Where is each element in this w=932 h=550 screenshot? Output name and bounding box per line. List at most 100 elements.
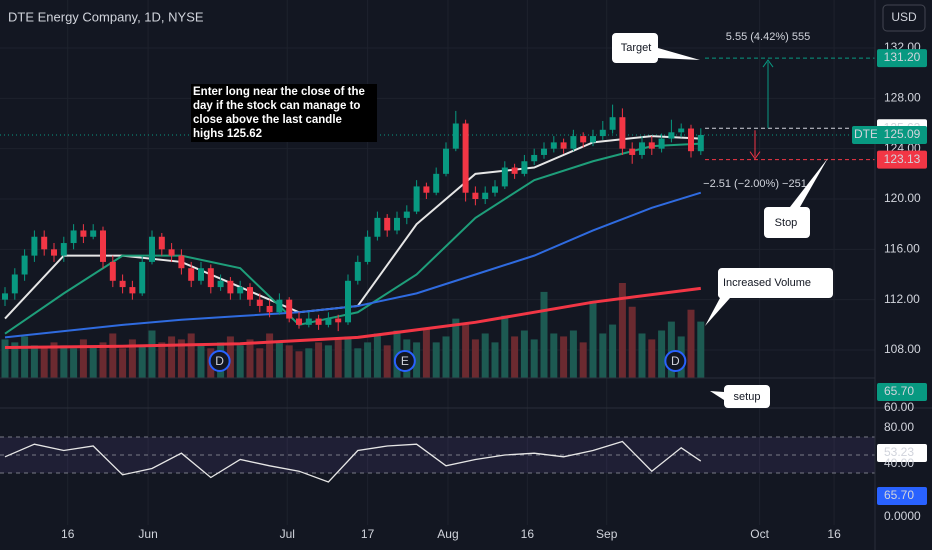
symbol-box bbox=[852, 125, 880, 144]
volume-bar bbox=[30, 345, 38, 378]
volume-bar bbox=[481, 333, 489, 378]
volume-bar bbox=[422, 327, 430, 378]
candle-body bbox=[688, 128, 694, 152]
y-tick-label: 108.00 bbox=[884, 342, 921, 356]
x-tick-label: 16 bbox=[521, 527, 535, 541]
x-tick-label: 16 bbox=[827, 527, 841, 541]
candle-body bbox=[413, 186, 420, 212]
callout-text: Target bbox=[621, 42, 652, 54]
callout-stop: Stop bbox=[764, 158, 828, 238]
volume-bar bbox=[119, 348, 127, 378]
candle-body bbox=[678, 128, 685, 133]
x-tick-label: Jun bbox=[138, 527, 157, 541]
volume-bar bbox=[383, 345, 391, 378]
candle-body bbox=[394, 217, 400, 231]
candle-body bbox=[168, 249, 175, 256]
event-label: D bbox=[215, 354, 224, 368]
candle-body bbox=[325, 318, 332, 325]
candle-body bbox=[70, 230, 77, 244]
volume-bar bbox=[168, 336, 176, 378]
candle-body bbox=[129, 287, 136, 294]
indicator-label-box bbox=[877, 383, 927, 401]
candle-body bbox=[90, 230, 97, 237]
candle-body bbox=[619, 117, 626, 149]
volume-bar bbox=[599, 333, 607, 378]
candle-body bbox=[550, 142, 557, 149]
volume-bar bbox=[1, 339, 9, 378]
candle-body bbox=[149, 236, 155, 262]
volume-bar bbox=[246, 339, 254, 378]
candle-body bbox=[423, 186, 430, 193]
stop-measure: −2.51 (−2.00%) −251 bbox=[703, 178, 807, 190]
candle-body bbox=[472, 192, 479, 199]
y-tick-label: 116.00 bbox=[884, 242, 920, 256]
candle-body bbox=[580, 136, 587, 143]
volume-bar bbox=[354, 348, 362, 378]
candle-body bbox=[217, 280, 224, 288]
candle-body bbox=[60, 243, 67, 256]
chart-title: DTE Energy Company, 1D, NYSE bbox=[8, 9, 204, 24]
target-measure: 5.55 (4.42%) 555 bbox=[726, 31, 810, 43]
volume-bar bbox=[21, 336, 29, 378]
volume-bar bbox=[364, 342, 372, 378]
volume-bar bbox=[560, 336, 568, 378]
currency[interactable]: USD bbox=[891, 10, 917, 24]
volume-bar bbox=[589, 300, 597, 378]
volume-bar bbox=[305, 348, 313, 378]
volume-bar bbox=[109, 333, 117, 378]
callout-setup: setup bbox=[710, 385, 770, 408]
volume-bar bbox=[442, 336, 450, 378]
volume-bar bbox=[187, 333, 195, 378]
candle-body bbox=[492, 186, 498, 193]
last-price-label: 125.09 bbox=[884, 127, 921, 141]
volume-bar bbox=[128, 339, 136, 378]
price-label: 131.20 bbox=[884, 50, 921, 64]
volume-bar bbox=[667, 321, 675, 378]
candle-body bbox=[599, 129, 606, 137]
candle-body bbox=[501, 167, 508, 187]
callout-box bbox=[705, 268, 833, 326]
candle-body bbox=[345, 280, 351, 323]
volume-bar bbox=[579, 342, 587, 378]
last-price-box bbox=[877, 125, 927, 144]
candle-body bbox=[41, 236, 48, 250]
volume-bar bbox=[60, 345, 68, 378]
indicator-label: 65.70 bbox=[884, 488, 914, 502]
candle-body bbox=[531, 154, 538, 162]
volume-bar bbox=[520, 330, 528, 378]
volume-bar bbox=[452, 318, 460, 378]
candle-body bbox=[80, 230, 87, 237]
candle-body bbox=[560, 142, 567, 149]
indicator-label: 80.00 bbox=[884, 420, 914, 434]
volume-bar bbox=[373, 333, 381, 378]
candle-body bbox=[207, 268, 214, 288]
candle-body bbox=[658, 138, 665, 149]
volume-bar bbox=[550, 333, 558, 378]
volume-bar bbox=[462, 324, 470, 378]
stop-arrowhead bbox=[749, 151, 761, 160]
volume-bar bbox=[648, 339, 656, 378]
moving-average bbox=[4, 135, 701, 320]
candle-body bbox=[139, 261, 146, 294]
callout-box bbox=[710, 385, 770, 408]
annotation-note: Enter long near the close of the day if … bbox=[191, 84, 377, 142]
candle-body bbox=[305, 318, 312, 325]
volume-bar bbox=[197, 345, 205, 378]
candle-body bbox=[296, 318, 302, 325]
candle-body bbox=[570, 136, 577, 149]
event-marker bbox=[208, 350, 231, 372]
volume-bar bbox=[285, 345, 293, 378]
candle-body bbox=[462, 123, 469, 193]
candle-body bbox=[21, 255, 28, 275]
callout-volume: Increased Volume bbox=[705, 268, 833, 326]
indicator-label: 0.0000 bbox=[884, 509, 921, 523]
currency-button[interactable] bbox=[882, 4, 926, 32]
candle-body bbox=[286, 299, 293, 319]
candle-body bbox=[364, 236, 371, 262]
volume-bar bbox=[540, 291, 548, 378]
volume-bar bbox=[334, 339, 342, 378]
y-tick-label: 120.00 bbox=[884, 191, 921, 205]
candle-body bbox=[648, 142, 655, 149]
volume-bar bbox=[236, 345, 244, 378]
candle-body bbox=[198, 268, 204, 281]
